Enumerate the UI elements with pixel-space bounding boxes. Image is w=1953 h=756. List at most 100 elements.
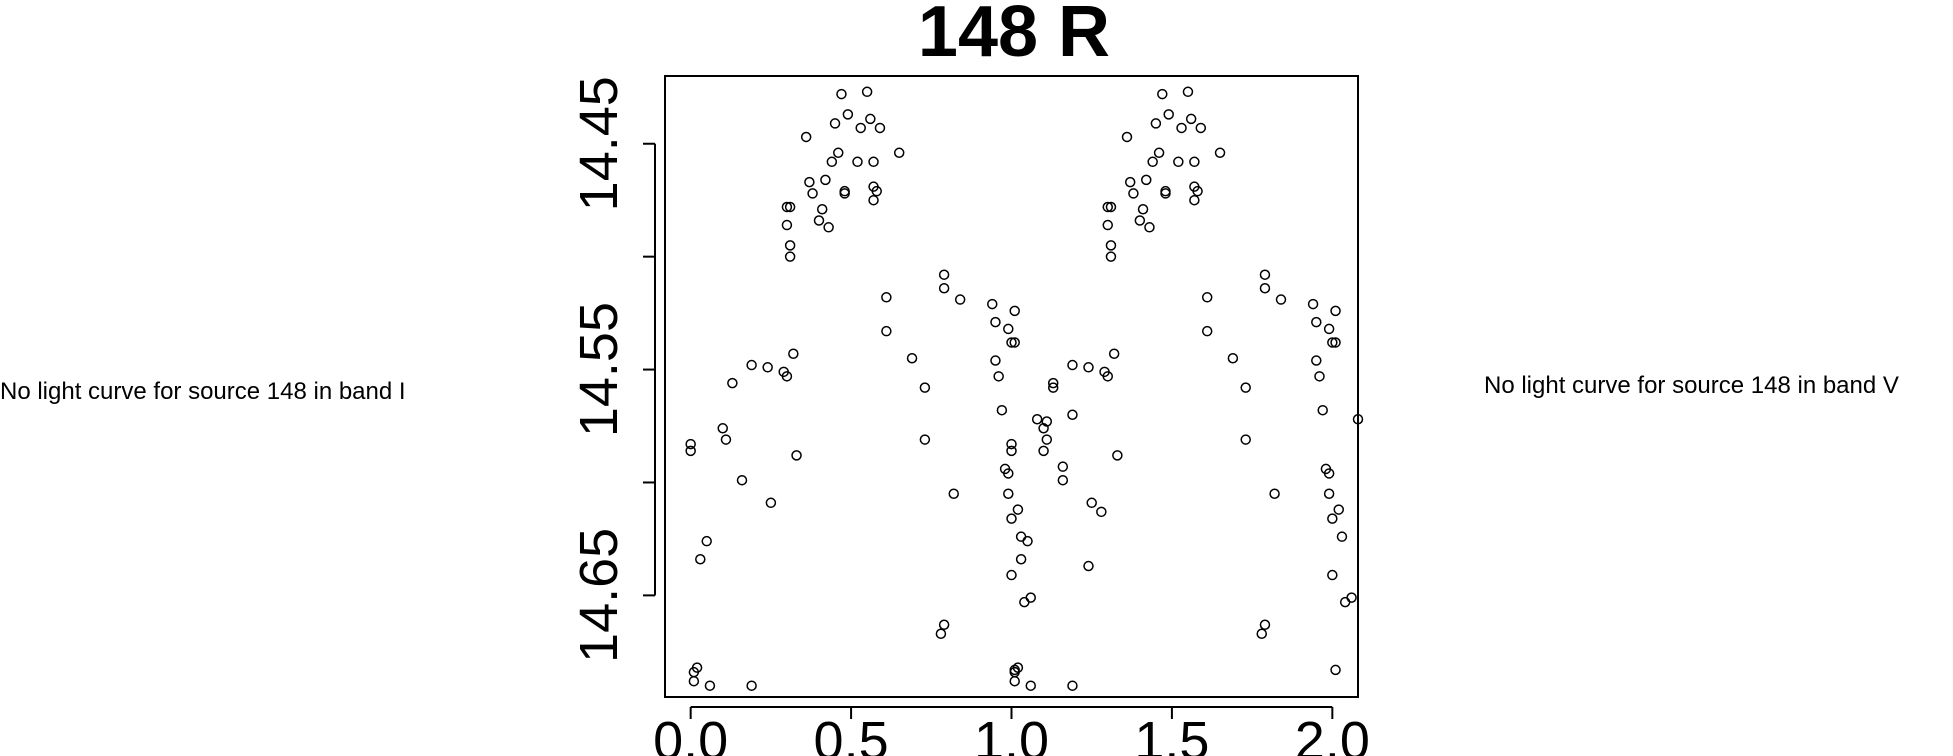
data-point xyxy=(1006,445,1017,457)
data-point xyxy=(804,176,815,188)
chart-title: 148 R xyxy=(918,0,1110,72)
data-point xyxy=(1173,156,1184,168)
data-point xyxy=(1259,269,1271,280)
data-point xyxy=(1096,506,1107,518)
data-point xyxy=(1192,185,1203,197)
data-point xyxy=(1311,316,1322,328)
data-point xyxy=(881,325,892,337)
data-point xyxy=(1009,675,1020,687)
data-point xyxy=(1160,188,1171,199)
data-point xyxy=(1105,201,1117,213)
data-point xyxy=(736,474,748,486)
data-point xyxy=(1189,156,1200,168)
data-point xyxy=(720,434,732,445)
data-point xyxy=(704,680,716,691)
data-point xyxy=(954,294,966,305)
data-point xyxy=(685,438,696,450)
plot-frame xyxy=(664,75,1359,698)
data-point xyxy=(1339,596,1351,608)
data-point xyxy=(1352,413,1364,425)
x-tick-label: 1.5 xyxy=(1134,711,1209,756)
data-point xyxy=(861,86,873,98)
data-point xyxy=(781,201,793,213)
data-point xyxy=(1240,434,1251,445)
data-point xyxy=(881,292,892,303)
data-point xyxy=(919,382,931,393)
data-point xyxy=(1067,409,1078,420)
data-point xyxy=(826,156,838,168)
data-point xyxy=(996,404,1008,416)
data-point xyxy=(1006,438,1017,450)
data-point xyxy=(1317,404,1328,416)
data-point xyxy=(1025,680,1036,691)
data-point xyxy=(781,219,793,231)
data-point xyxy=(781,371,793,382)
data-point xyxy=(1057,461,1069,472)
data-point xyxy=(1327,569,1338,581)
data-point xyxy=(1012,662,1024,673)
data-point xyxy=(823,222,834,233)
data-point xyxy=(935,628,947,640)
data-point xyxy=(1147,156,1158,168)
data-point xyxy=(1102,371,1113,382)
data-point xyxy=(1195,122,1207,134)
right-note: No light curve for source 148 in band V xyxy=(1484,372,1899,399)
data-point xyxy=(813,215,825,226)
data-point xyxy=(1227,353,1239,364)
data-point xyxy=(1108,348,1120,360)
data-point xyxy=(1047,377,1059,389)
data-point xyxy=(938,283,950,294)
data-point xyxy=(1327,337,1338,348)
data-point xyxy=(746,359,757,371)
data-point xyxy=(1015,531,1027,542)
data-point xyxy=(893,147,905,159)
data-point xyxy=(1038,423,1049,434)
data-point xyxy=(1323,468,1335,479)
data-point xyxy=(919,434,931,445)
data-point xyxy=(948,488,959,500)
data-point xyxy=(1086,497,1097,509)
data-point xyxy=(1006,569,1017,581)
data-point xyxy=(1105,240,1117,251)
data-point xyxy=(1112,450,1123,461)
data-point xyxy=(1330,664,1341,676)
data-point xyxy=(1259,283,1271,294)
data-point xyxy=(1330,337,1341,348)
data-point xyxy=(1157,88,1168,100)
data-point xyxy=(1323,488,1335,500)
data-point xyxy=(987,298,998,310)
data-point xyxy=(1009,337,1020,348)
data-point xyxy=(1015,554,1027,565)
data-point xyxy=(833,147,844,159)
data-point xyxy=(1259,619,1271,630)
y-tick-label: 14.55 xyxy=(569,302,629,437)
data-point xyxy=(727,377,738,389)
data-point xyxy=(836,88,847,100)
data-point xyxy=(685,445,696,457)
data-point xyxy=(1022,535,1033,547)
data-point xyxy=(746,680,757,691)
data-point xyxy=(1240,382,1251,393)
data-point xyxy=(1009,664,1020,676)
data-point xyxy=(990,316,1001,328)
data-point xyxy=(1182,86,1194,98)
left-note: No light curve for source 148 in band I xyxy=(0,378,406,405)
data-point xyxy=(1185,113,1197,125)
data-point xyxy=(1124,176,1136,188)
data-point xyxy=(1150,118,1162,129)
data-point xyxy=(1041,434,1053,445)
data-point xyxy=(1333,504,1344,515)
data-point xyxy=(1314,371,1325,382)
data-point xyxy=(852,156,863,168)
data-point xyxy=(784,251,796,262)
data-point xyxy=(1083,560,1094,572)
y-tick-label: 14.45 xyxy=(569,76,629,211)
data-point xyxy=(1047,382,1059,393)
data-point xyxy=(816,203,828,215)
data-point xyxy=(1201,325,1213,337)
data-point xyxy=(990,355,1001,366)
data-point xyxy=(1128,188,1139,199)
data-point xyxy=(691,662,703,673)
data-point xyxy=(855,122,866,134)
